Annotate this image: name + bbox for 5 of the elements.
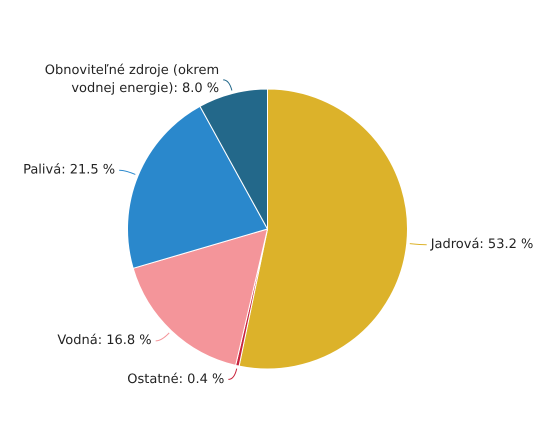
slice-label: Obnoviteľné zdroje (okrem vodnej energie): 8.0 % xyxy=(44,63,220,96)
slice-label: Ostatné: 0.4 % xyxy=(127,372,224,387)
slice-label: Vodná: 16.8 % xyxy=(57,333,152,348)
slice-label: Palivá: 21.5 % xyxy=(23,162,116,178)
slice-label: Jadrová: 53.2 % xyxy=(430,237,534,252)
